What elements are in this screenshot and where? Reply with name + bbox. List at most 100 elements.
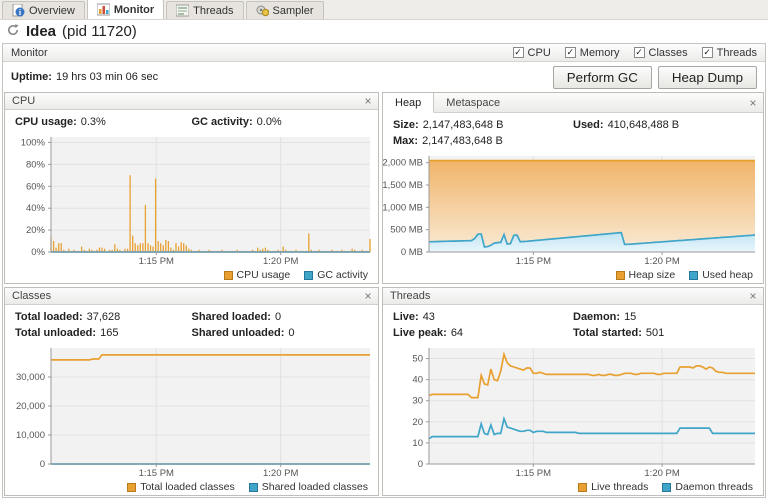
legend-label: Daemon threads (675, 481, 753, 493)
cpu-usage-value: 0.3% (80, 116, 106, 128)
svg-text:1:20 PM: 1:20 PM (644, 468, 679, 479)
total-started-value: 501 (645, 327, 665, 339)
tab-sampler[interactable]: Sampler (245, 1, 324, 19)
legend-item: Live threads (578, 481, 648, 493)
page-title: Idea (26, 23, 57, 40)
legend-swatch (248, 482, 258, 492)
svg-text:10: 10 (412, 438, 423, 449)
legend-swatch (223, 270, 233, 280)
application-title-row: Idea (pid 11720) (0, 21, 768, 42)
svg-text:100%: 100% (21, 137, 46, 148)
checkbox-classes-mark: ✓ (633, 47, 645, 58)
heap-chart: 0 MB 500 MB 1,000 MB 1,500 MB 2,000 MB 1:15 P… (383, 152, 763, 267)
legend-item: Heap size (615, 269, 676, 281)
legend-swatch (127, 482, 137, 492)
tab-metaspace[interactable]: Metaspace (446, 96, 501, 109)
legend-item: GC activity (304, 269, 368, 281)
heap-size-value: 2,147,483,648 B (422, 119, 504, 131)
svg-text:1:20 PM: 1:20 PM (644, 256, 679, 267)
checkbox-cpu[interactable]: ✓ CPU (512, 46, 551, 59)
monitor-section: Monitor ✓ CPU ✓ Memory ✓ Classes ✓ Threa… (2, 43, 766, 498)
threads-icon (176, 4, 190, 17)
threads-close-icon[interactable]: × (749, 289, 757, 303)
svg-text:30,000: 30,000 (16, 372, 45, 383)
threads-legend: Live threads Daemon threads (383, 479, 763, 495)
tab-heap[interactable]: Heap (383, 93, 435, 113)
checkbox-cpu-mark: ✓ (512, 47, 524, 58)
svg-text:20: 20 (412, 417, 423, 428)
uptime-value: 19 hrs 03 min 06 sec (55, 71, 159, 83)
threads-stats: Live: 43 Daemon: 15 Live peak: 64 Total sta… (393, 311, 665, 339)
checkbox-memory[interactable]: ✓ Memory (564, 46, 620, 59)
overview-icon: i (12, 4, 25, 17)
legend-item: Shared loaded classes (248, 481, 368, 493)
svg-text:1,000 MB: 1,000 MB (383, 202, 423, 213)
tab-label: Threads (193, 4, 234, 17)
cpu-chart: 0% 20% 40% 60% 80% 100% 1:15 PM 1:20 PM (5, 133, 378, 267)
checkbox-memory-mark: ✓ (564, 47, 576, 58)
cpu-panel: CPU × CPU usage: 0.3% GC activity: 0.0% 0%… (4, 92, 379, 284)
threads-panel-header: Threads × (383, 288, 763, 305)
svg-text:1:20 PM: 1:20 PM (263, 468, 298, 479)
heap-max-value: 2,147,483,648 B (422, 135, 503, 147)
threads-chart: 0 10 20 30 40 50 1:15 PM 1:20 PM (383, 344, 763, 479)
shared-unloaded-value: 0 (288, 327, 295, 339)
tab-monitor[interactable]: Monitor (86, 0, 165, 19)
monitor-section-header: Monitor ✓ CPU ✓ Memory ✓ Classes ✓ Threa… (3, 44, 765, 62)
live-peak-value: 64 (450, 327, 464, 339)
heap-legend: Heap size Used heap (383, 267, 763, 283)
svg-text:30: 30 (412, 396, 423, 407)
svg-text:1:20 PM: 1:20 PM (263, 256, 298, 267)
total-loaded-value: 37,628 (86, 311, 121, 323)
svg-text:20,000: 20,000 (16, 401, 45, 412)
legend-item: Daemon threads (662, 481, 753, 493)
svg-text:20%: 20% (26, 225, 46, 236)
legend-label: Heap size (628, 269, 676, 281)
document-tab-bar: i Overview Monitor Threads Sampler (0, 0, 768, 20)
svg-text:500 MB: 500 MB (390, 225, 423, 236)
legend-item: CPU usage (223, 269, 290, 281)
legend-swatch (615, 270, 625, 280)
classes-stats: Total loaded: 37,628 Shared loaded: 0 Tota… (15, 311, 295, 339)
svg-text:50: 50 (412, 354, 423, 365)
heap-panel: Heap Metaspace × Size: 2,147,483,648 B Us… (382, 92, 764, 284)
classes-legend: Total loaded classes Shared loaded classe… (5, 479, 378, 495)
panels-grid: CPU × CPU usage: 0.3% GC activity: 0.0% 0%… (4, 92, 764, 496)
svg-text:1:15 PM: 1:15 PM (139, 256, 174, 267)
tab-threads[interactable]: Threads (166, 1, 244, 19)
svg-text:0%: 0% (31, 247, 45, 258)
svg-text:1:15 PM: 1:15 PM (516, 468, 551, 479)
legend-item: Total loaded classes (127, 481, 235, 493)
uptime-label: Uptime: (11, 71, 52, 83)
classes-panel: Classes × Total loaded: 37,628 Shared loa… (4, 287, 379, 496)
cpu-panel-header: CPU × (5, 93, 378, 110)
checkbox-threads[interactable]: ✓ Threads (701, 46, 757, 59)
legend-label: Used heap (702, 269, 753, 281)
total-unloaded-value: 165 (100, 327, 119, 339)
svg-text:i: i (19, 8, 22, 17)
svg-text:1:15 PM: 1:15 PM (516, 256, 551, 267)
refresh-icon (6, 23, 20, 40)
classes-close-icon[interactable]: × (364, 289, 372, 303)
svg-text:60%: 60% (26, 181, 46, 192)
heap-panel-tabs: Heap Metaspace × (383, 93, 763, 113)
cpu-close-icon[interactable]: × (364, 94, 372, 108)
perform-gc-button[interactable]: Perform GC (552, 65, 652, 89)
heap-dump-button[interactable]: Heap Dump (657, 65, 757, 89)
svg-text:1:15 PM: 1:15 PM (139, 468, 174, 479)
tab-overview[interactable]: i Overview (2, 1, 85, 19)
classes-chart: 0 10,000 20,000 30,000 1:15 PM 1:20 PM (5, 344, 378, 479)
legend-label: Total loaded classes (140, 481, 235, 493)
threads-panel-title: Threads (390, 290, 431, 302)
legend-swatch (578, 482, 588, 492)
svg-text:10,000: 10,000 (16, 430, 45, 441)
heap-close-icon[interactable]: × (749, 95, 757, 110)
svg-text:80%: 80% (26, 159, 46, 170)
svg-text:0: 0 (418, 459, 423, 470)
sampler-icon (256, 4, 269, 17)
checkbox-classes[interactable]: ✓ Classes (633, 46, 688, 59)
tab-label: Monitor (113, 3, 155, 16)
cpu-stats: CPU usage: 0.3% GC activity: 0.0% (15, 116, 282, 128)
tab-label: Sampler (272, 4, 314, 17)
svg-text:0: 0 (40, 459, 45, 470)
